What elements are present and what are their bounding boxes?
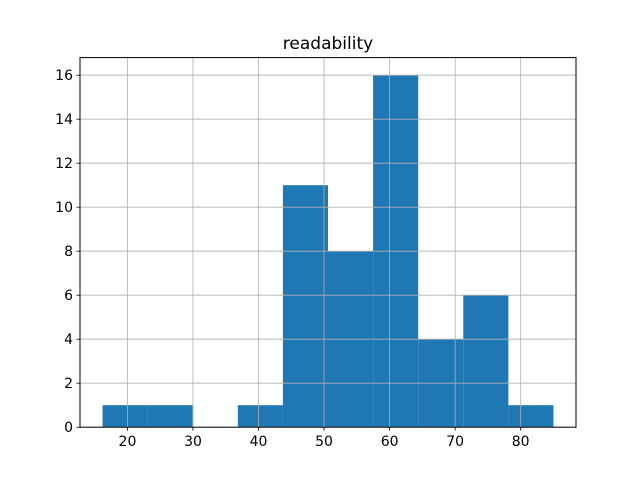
y-tick-label: 4 (64, 332, 73, 348)
chart-title: readability (283, 34, 373, 54)
histogram-bar (102, 405, 148, 428)
y-tick-label: 10 (55, 200, 73, 216)
y-tick-label: 2 (64, 376, 73, 392)
histogram-bar (237, 405, 283, 428)
x-tick-label: 70 (446, 434, 464, 450)
y-tick-label: 12 (55, 156, 73, 172)
y-tick-label: 14 (55, 112, 73, 128)
x-tick-label: 40 (250, 434, 268, 450)
axes-spines (79, 57, 577, 428)
histogram-bar (282, 185, 328, 428)
y-tick-label: 8 (64, 244, 73, 260)
histogram-bar (147, 405, 193, 428)
x-tick-label: 60 (381, 434, 399, 450)
histogram-bar (508, 405, 554, 428)
ticks-group (76, 74, 522, 431)
x-tick-label: 20 (119, 434, 137, 450)
histogram-bar (463, 295, 509, 428)
y-tick-label: 6 (64, 288, 73, 304)
y-tick-label: 0 (64, 420, 73, 436)
y-tick-label: 16 (55, 68, 73, 84)
tick-labels-group: 20 30 40 50 60 70 80 0 2 4 6 8 10 12 14 16 (55, 68, 529, 450)
x-tick-label: 80 (512, 434, 530, 450)
x-tick-label: 50 (315, 434, 333, 450)
x-tick-label: 30 (184, 434, 202, 450)
